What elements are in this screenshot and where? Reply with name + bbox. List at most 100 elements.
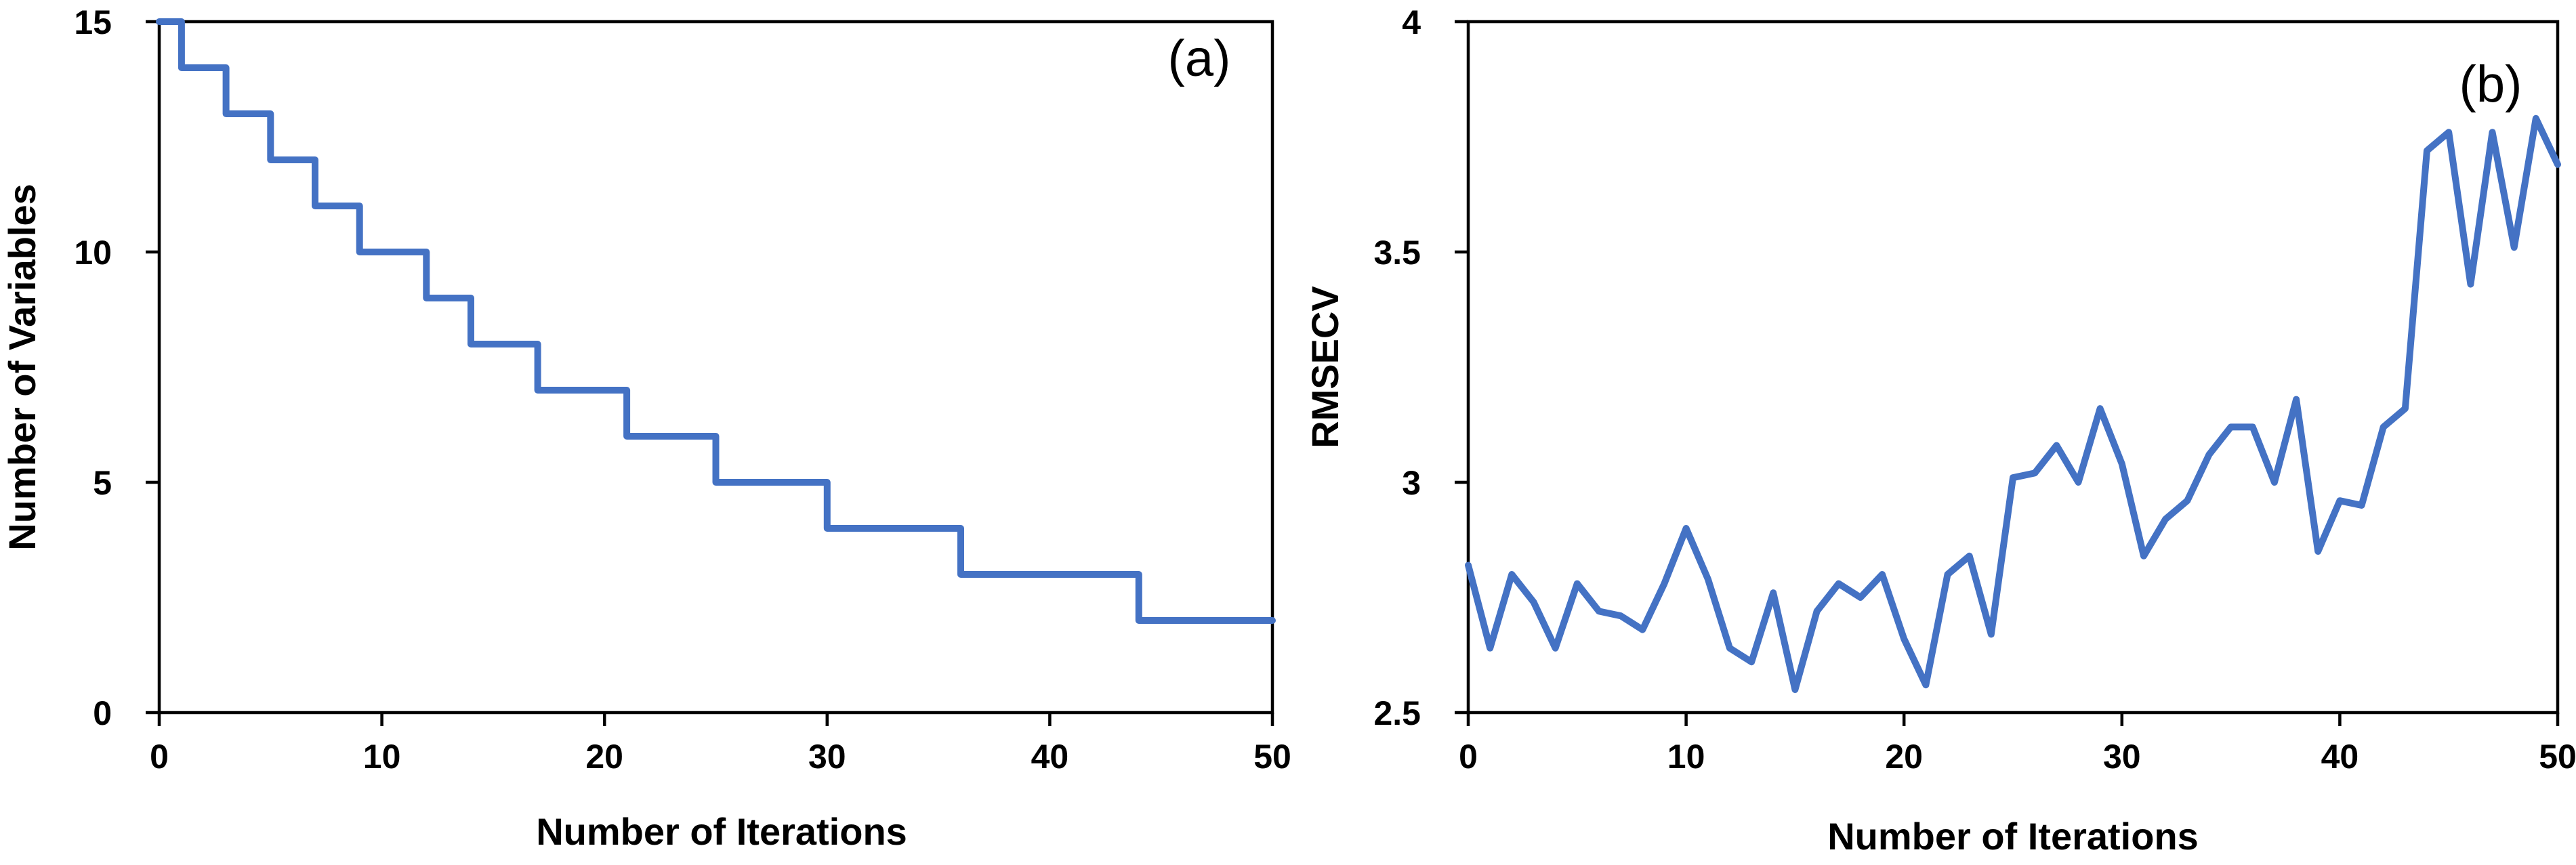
- data-point: [2535, 118, 2537, 119]
- y-tick-label: 5: [93, 464, 112, 502]
- series-group-b: [1465, 114, 2561, 693]
- data-point: [2056, 445, 2057, 446]
- data-point: [2252, 426, 2253, 427]
- x-tick-label: 10: [1667, 738, 1705, 776]
- data-point: [581, 389, 583, 391]
- data-point: [737, 482, 739, 483]
- x-tick-label: 10: [363, 738, 401, 776]
- data-point: [1533, 602, 1534, 603]
- data-point: [2274, 482, 2275, 483]
- panel-label-b: (b): [2459, 56, 2522, 113]
- data-point: [1577, 583, 1578, 585]
- data-point: [493, 343, 494, 345]
- data-point: [2426, 150, 2428, 151]
- data-point: [915, 528, 917, 529]
- data-point: [2361, 505, 2363, 506]
- y-axis-ticks-a: 0 5 10 15: [74, 3, 159, 732]
- series-group-a: [156, 18, 1276, 624]
- data-point: [760, 482, 761, 483]
- data-point: [1468, 564, 1469, 566]
- data-point: [1751, 661, 1752, 662]
- data-point: [2448, 131, 2449, 133]
- data-point: [2383, 426, 2384, 427]
- data-point: [2121, 463, 2123, 465]
- data-point: [1642, 629, 1643, 631]
- data-point: [247, 113, 249, 114]
- data-point: [203, 67, 205, 68]
- data-point: [2230, 426, 2232, 427]
- data-point: [782, 482, 783, 483]
- data-point: [938, 528, 939, 529]
- x-tick-label: 30: [808, 738, 846, 776]
- data-point: [559, 389, 560, 391]
- y-tick-label: 0: [93, 694, 112, 732]
- data-point: [626, 436, 627, 437]
- y-tick-label: 15: [74, 3, 112, 41]
- data-point: [2077, 482, 2079, 483]
- panel-label-a: (a): [1168, 30, 1231, 87]
- data-point: [604, 389, 605, 391]
- data-point: [1598, 610, 1600, 612]
- data-point: [2339, 500, 2340, 501]
- data-point: [1183, 620, 1184, 621]
- data-point: [1249, 620, 1251, 621]
- data-point: [2186, 500, 2188, 501]
- data-point: [181, 67, 182, 68]
- data-point: [648, 436, 650, 437]
- data-point: [1205, 620, 1206, 621]
- data-point: [1116, 574, 1117, 575]
- data-point: [270, 159, 271, 161]
- x-axis-label-b: Number of Iterations: [1827, 815, 2199, 858]
- data-point: [693, 436, 694, 437]
- data-point: [292, 159, 293, 161]
- data-point: [1860, 597, 1861, 598]
- series-line: [1465, 114, 2561, 693]
- y-axis-ticks-b: 2.5 3 3.5 4: [1373, 3, 1468, 732]
- x-tick-label: 20: [585, 738, 623, 776]
- data-point: [381, 251, 383, 253]
- data-point: [159, 21, 160, 22]
- data-point: [2317, 551, 2319, 552]
- data-point: [1227, 620, 1228, 621]
- data-point: [1794, 689, 1795, 690]
- data-point: [1729, 648, 1730, 649]
- data-point: [1071, 574, 1073, 575]
- data-point: [1005, 574, 1006, 575]
- data-point: [1947, 574, 1949, 575]
- data-point: [1903, 638, 1905, 639]
- data-point: [359, 251, 360, 253]
- data-point: [1838, 583, 1840, 585]
- x-tick-label: 30: [2103, 738, 2141, 776]
- y-tick-label: 3.5: [1373, 234, 1421, 272]
- data-point: [537, 389, 539, 391]
- data-point: [515, 343, 516, 345]
- data-point: [715, 482, 717, 483]
- data-point: [960, 574, 961, 575]
- data-point: [1511, 574, 1512, 575]
- data-point: [2165, 518, 2166, 520]
- y-tick-label: 10: [74, 234, 112, 272]
- data-point: [2405, 408, 2406, 409]
- data-point: [827, 528, 828, 529]
- plot-frame-a: [157, 20, 1274, 715]
- series-line: [156, 18, 1276, 624]
- y-tick-label: 3: [1402, 464, 1421, 502]
- data-point: [1707, 578, 1709, 580]
- data-point: [2208, 454, 2209, 455]
- data-point: [403, 251, 404, 253]
- data-point: [1094, 574, 1095, 575]
- data-point: [2557, 164, 2558, 165]
- data-point: [1969, 555, 1970, 557]
- x-tick-label: 0: [1459, 738, 1478, 776]
- data-point: [2012, 477, 2014, 478]
- data-point: [1489, 648, 1491, 649]
- data-point: [2100, 408, 2101, 409]
- x-axis-ticks-b: 0 10 20 30 40 50: [1459, 713, 2576, 776]
- chart-panel-b: 0 10 20 30 40 50 2.5 3 3.5 4 (b) Number of Itera…: [1304, 3, 2576, 858]
- data-point: [1882, 574, 1883, 575]
- y-axis-label-b: RMSECV: [1304, 286, 1346, 448]
- x-axis-ticks-a: 0 10 20 30 40 50: [150, 713, 1291, 776]
- data-point: [2034, 472, 2035, 473]
- data-point: [849, 528, 850, 529]
- x-tick-label: 0: [150, 738, 169, 776]
